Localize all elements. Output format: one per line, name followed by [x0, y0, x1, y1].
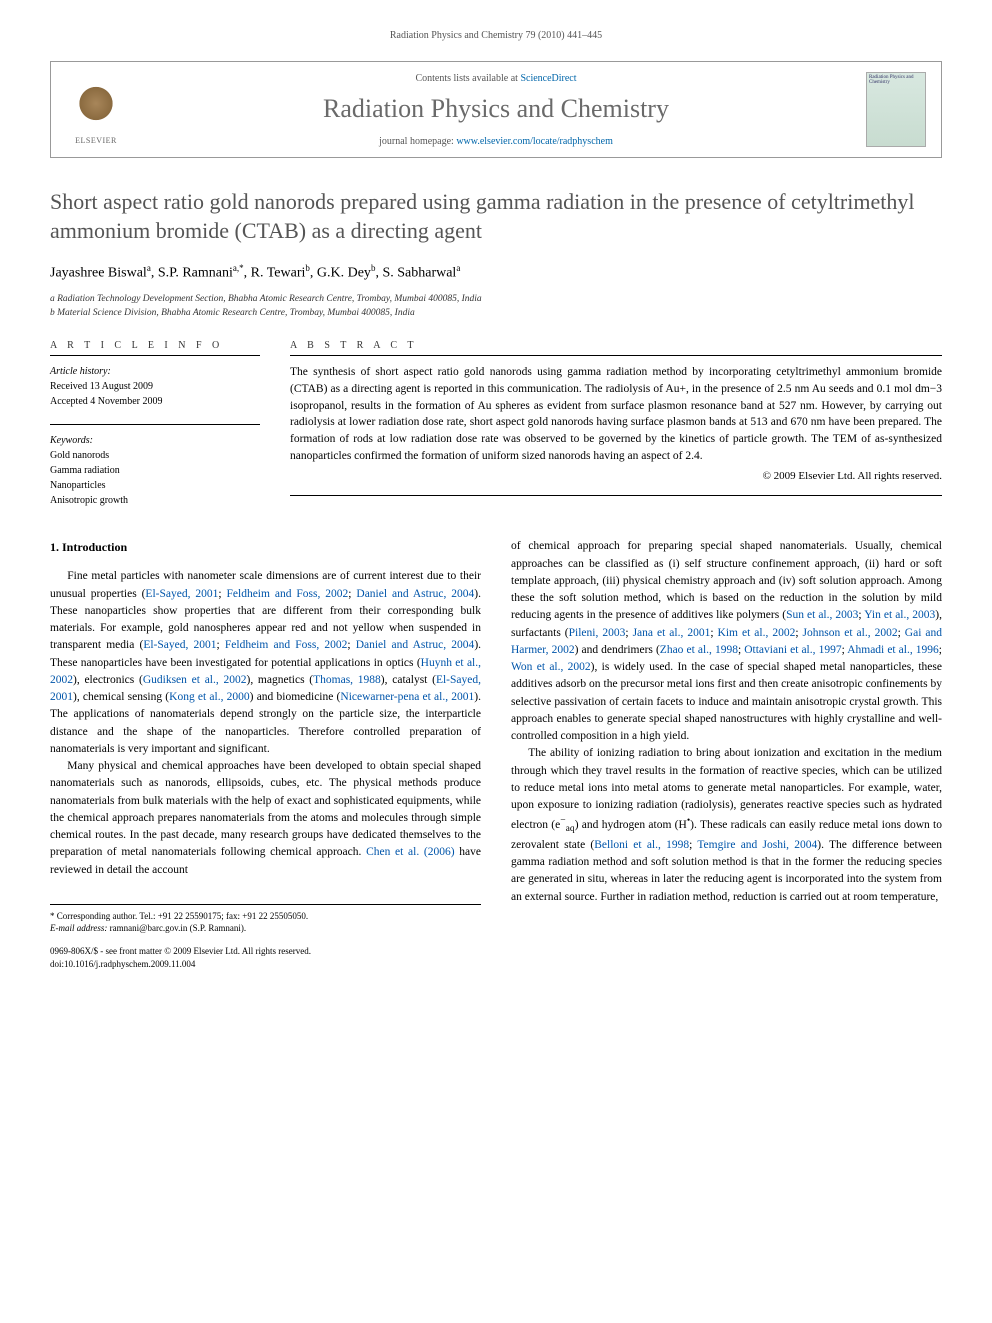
citation[interactable]: Yin et al., 2003 [864, 609, 935, 621]
citation[interactable]: Huynh et al., 2002 [50, 657, 481, 686]
doi-line: doi:10.1016/j.radphyschem.2009.11.004 [50, 958, 481, 971]
keywords-label: Keywords: [50, 433, 260, 448]
citation[interactable]: Pileni, 2003 [569, 627, 626, 639]
homepage-link[interactable]: www.elsevier.com/locate/radphyschem [456, 136, 613, 147]
sciencedirect-link[interactable]: ScienceDirect [520, 73, 576, 84]
email-label: E-mail address: [50, 923, 107, 933]
affiliation-a: a Radiation Technology Development Secti… [50, 292, 942, 306]
abstract-text: The synthesis of short aspect ratio gold… [290, 355, 942, 485]
article-history: Article history: Received 13 August 2009… [50, 355, 260, 409]
citation[interactable]: Ottaviani et al., 1997 [744, 644, 841, 656]
article-info: A R T I C L E I N F O Article history: R… [50, 340, 260, 508]
body-paragraph: The ability of ionizing radiation to bri… [511, 745, 942, 905]
citation[interactable]: El-Sayed, 2001 [145, 588, 218, 600]
citation[interactable]: Thomas, 1988 [313, 674, 381, 686]
publisher-logo: ELSEVIER [66, 75, 126, 145]
citation[interactable]: Sun et al., 2003 [786, 609, 858, 621]
article-info-heading: A R T I C L E I N F O [50, 340, 260, 351]
authors-line: Jayashree Biswala, S.P. Ramnania,*, R. T… [50, 263, 942, 282]
abstract-bottom-rule [290, 495, 942, 496]
citation[interactable]: Chen et al. (2006) [366, 846, 455, 858]
homepage-line: journal homepage: www.elsevier.com/locat… [126, 136, 866, 147]
accepted-date: Accepted 4 November 2009 [50, 394, 260, 409]
email-line: E-mail address: ramnani@barc.gov.in (S.P… [50, 922, 481, 935]
running-header: Radiation Physics and Chemistry 79 (2010… [50, 30, 942, 41]
citation[interactable]: Johnson et al., 2002 [803, 627, 898, 639]
abstract-copyright: © 2009 Elsevier Ltd. All rights reserved… [290, 469, 942, 485]
elsevier-tree-icon [71, 86, 121, 136]
citation[interactable]: Jana et al., 2001 [633, 627, 711, 639]
citation[interactable]: Ahmadi et al., 1996 [847, 644, 939, 656]
issn-line: 0969-806X/$ - see front matter © 2009 El… [50, 945, 481, 958]
affiliation-b: b Material Science Division, Bhabha Atom… [50, 306, 942, 320]
body-column-left: 1. Introduction Fine metal particles wit… [50, 538, 481, 970]
citation[interactable]: Feldheim and Foss, 2002 [225, 639, 347, 651]
citation[interactable]: Belloni et al., 1998 [594, 839, 689, 851]
citation[interactable]: Nicewarner-pena et al., 2001 [340, 691, 474, 703]
body-column-right: of chemical approach for preparing speci… [511, 538, 942, 970]
abstract-heading: A B S T R A C T [290, 340, 942, 351]
citation[interactable]: Temgire and Joshi, 2004 [697, 839, 817, 851]
info-abstract-row: A R T I C L E I N F O Article history: R… [50, 340, 942, 508]
keyword: Gamma radiation [50, 463, 260, 478]
abstract-column: A B S T R A C T The synthesis of short a… [290, 340, 942, 508]
contents-prefix: Contents lists available at [415, 73, 520, 84]
citation[interactable]: El-Sayed, 2001 [143, 639, 216, 651]
body-paragraph: of chemical approach for preparing speci… [511, 538, 942, 745]
corresponding-author-footer: * Corresponding author. Tel.: +91 22 255… [50, 904, 481, 935]
body-paragraph: Many physical and chemical approaches ha… [50, 758, 481, 879]
footer-meta: 0969-806X/$ - see front matter © 2009 El… [50, 945, 481, 970]
keyword: Nanoparticles [50, 478, 260, 493]
article-title: Short aspect ratio gold nanorods prepare… [50, 188, 942, 245]
citation[interactable]: Daniel and Astruc, 2004 [356, 588, 474, 600]
citation[interactable]: Kim et al., 2002 [718, 627, 796, 639]
email-address: ramnani@barc.gov.in (S.P. Ramnani). [110, 923, 246, 933]
citation[interactable]: Feldheim and Foss, 2002 [227, 588, 349, 600]
homepage-prefix: journal homepage: [379, 136, 456, 147]
masthead-center: Contents lists available at ScienceDirec… [126, 73, 866, 147]
keyword: Gold nanorods [50, 448, 260, 463]
corresponding-author: * Corresponding author. Tel.: +91 22 255… [50, 910, 481, 923]
journal-title: Radiation Physics and Chemistry [126, 94, 866, 124]
citation[interactable]: Won et al., 2002 [511, 661, 591, 673]
citation[interactable]: Gudiksen et al., 2002 [143, 674, 247, 686]
masthead: ELSEVIER Contents lists available at Sci… [50, 61, 942, 158]
body-paragraph: Fine metal particles with nanometer scal… [50, 568, 481, 758]
citation[interactable]: Zhao et al., 1998 [660, 644, 738, 656]
citation[interactable]: Kong et al., 2000 [169, 691, 250, 703]
contents-line: Contents lists available at ScienceDirec… [126, 73, 866, 84]
keywords-block: Keywords: Gold nanorods Gamma radiation … [50, 424, 260, 508]
affiliations: a Radiation Technology Development Secti… [50, 292, 942, 321]
body-columns: 1. Introduction Fine metal particles wit… [50, 538, 942, 970]
citation[interactable]: Daniel and Astruc, 2004 [356, 639, 475, 651]
publisher-name: ELSEVIER [75, 136, 117, 145]
journal-cover-thumb: Radiation Physics and Chemistry [866, 72, 926, 147]
history-label: Article history: [50, 364, 260, 379]
section-1-heading: 1. Introduction [50, 538, 481, 556]
keyword: Anisotropic growth [50, 493, 260, 508]
received-date: Received 13 August 2009 [50, 379, 260, 394]
